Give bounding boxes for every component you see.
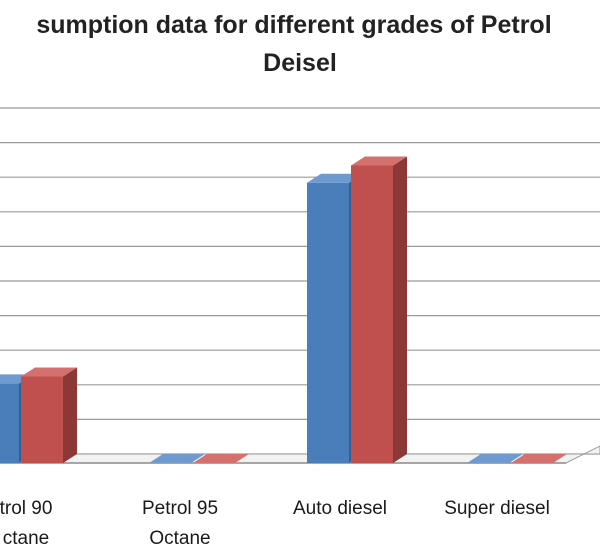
bars — [0, 156, 567, 464]
bar — [149, 454, 205, 463]
category-label-line: ctane — [3, 528, 49, 549]
category-label-line: Petrol 95 — [142, 498, 218, 519]
bar-front — [21, 376, 63, 463]
category-label-line: Super diesel — [444, 498, 550, 519]
category-label-line: Octane — [149, 528, 210, 549]
category-labels: trol 90 ctane Petrol 95 Octane Auto diesel Su… — [0, 498, 550, 549]
bar-top — [467, 454, 523, 463]
bar — [351, 156, 407, 463]
category-label: Auto diesel — [293, 498, 387, 519]
bar-top — [351, 156, 407, 166]
bar — [467, 454, 523, 463]
chart-title-line-1: sumption data for different grades of Pe… — [36, 11, 552, 39]
bar-front — [351, 165, 393, 463]
bar-front — [307, 182, 349, 464]
chart-title-line-2: Deisel — [263, 49, 337, 77]
gridlines — [0, 107, 600, 455]
category-label-line: trol 90 — [0, 498, 52, 519]
category-label: trol 90 ctane — [0, 498, 52, 549]
chart-title: sumption data for different grades of Pe… — [0, 6, 600, 82]
bar — [511, 454, 567, 463]
bar-top — [193, 454, 249, 463]
bar-side — [63, 367, 77, 463]
bar-top — [149, 454, 205, 463]
category-label-line: Auto diesel — [293, 498, 387, 519]
bar-side — [393, 156, 407, 463]
bar-front — [0, 383, 19, 463]
bar-top — [307, 173, 363, 183]
bar — [21, 367, 77, 463]
category-label: Petrol 95 Octane — [142, 498, 218, 549]
bar-top — [511, 454, 567, 463]
category-label: Super diesel — [444, 498, 550, 519]
bar — [193, 454, 249, 463]
bar-top — [21, 367, 77, 377]
